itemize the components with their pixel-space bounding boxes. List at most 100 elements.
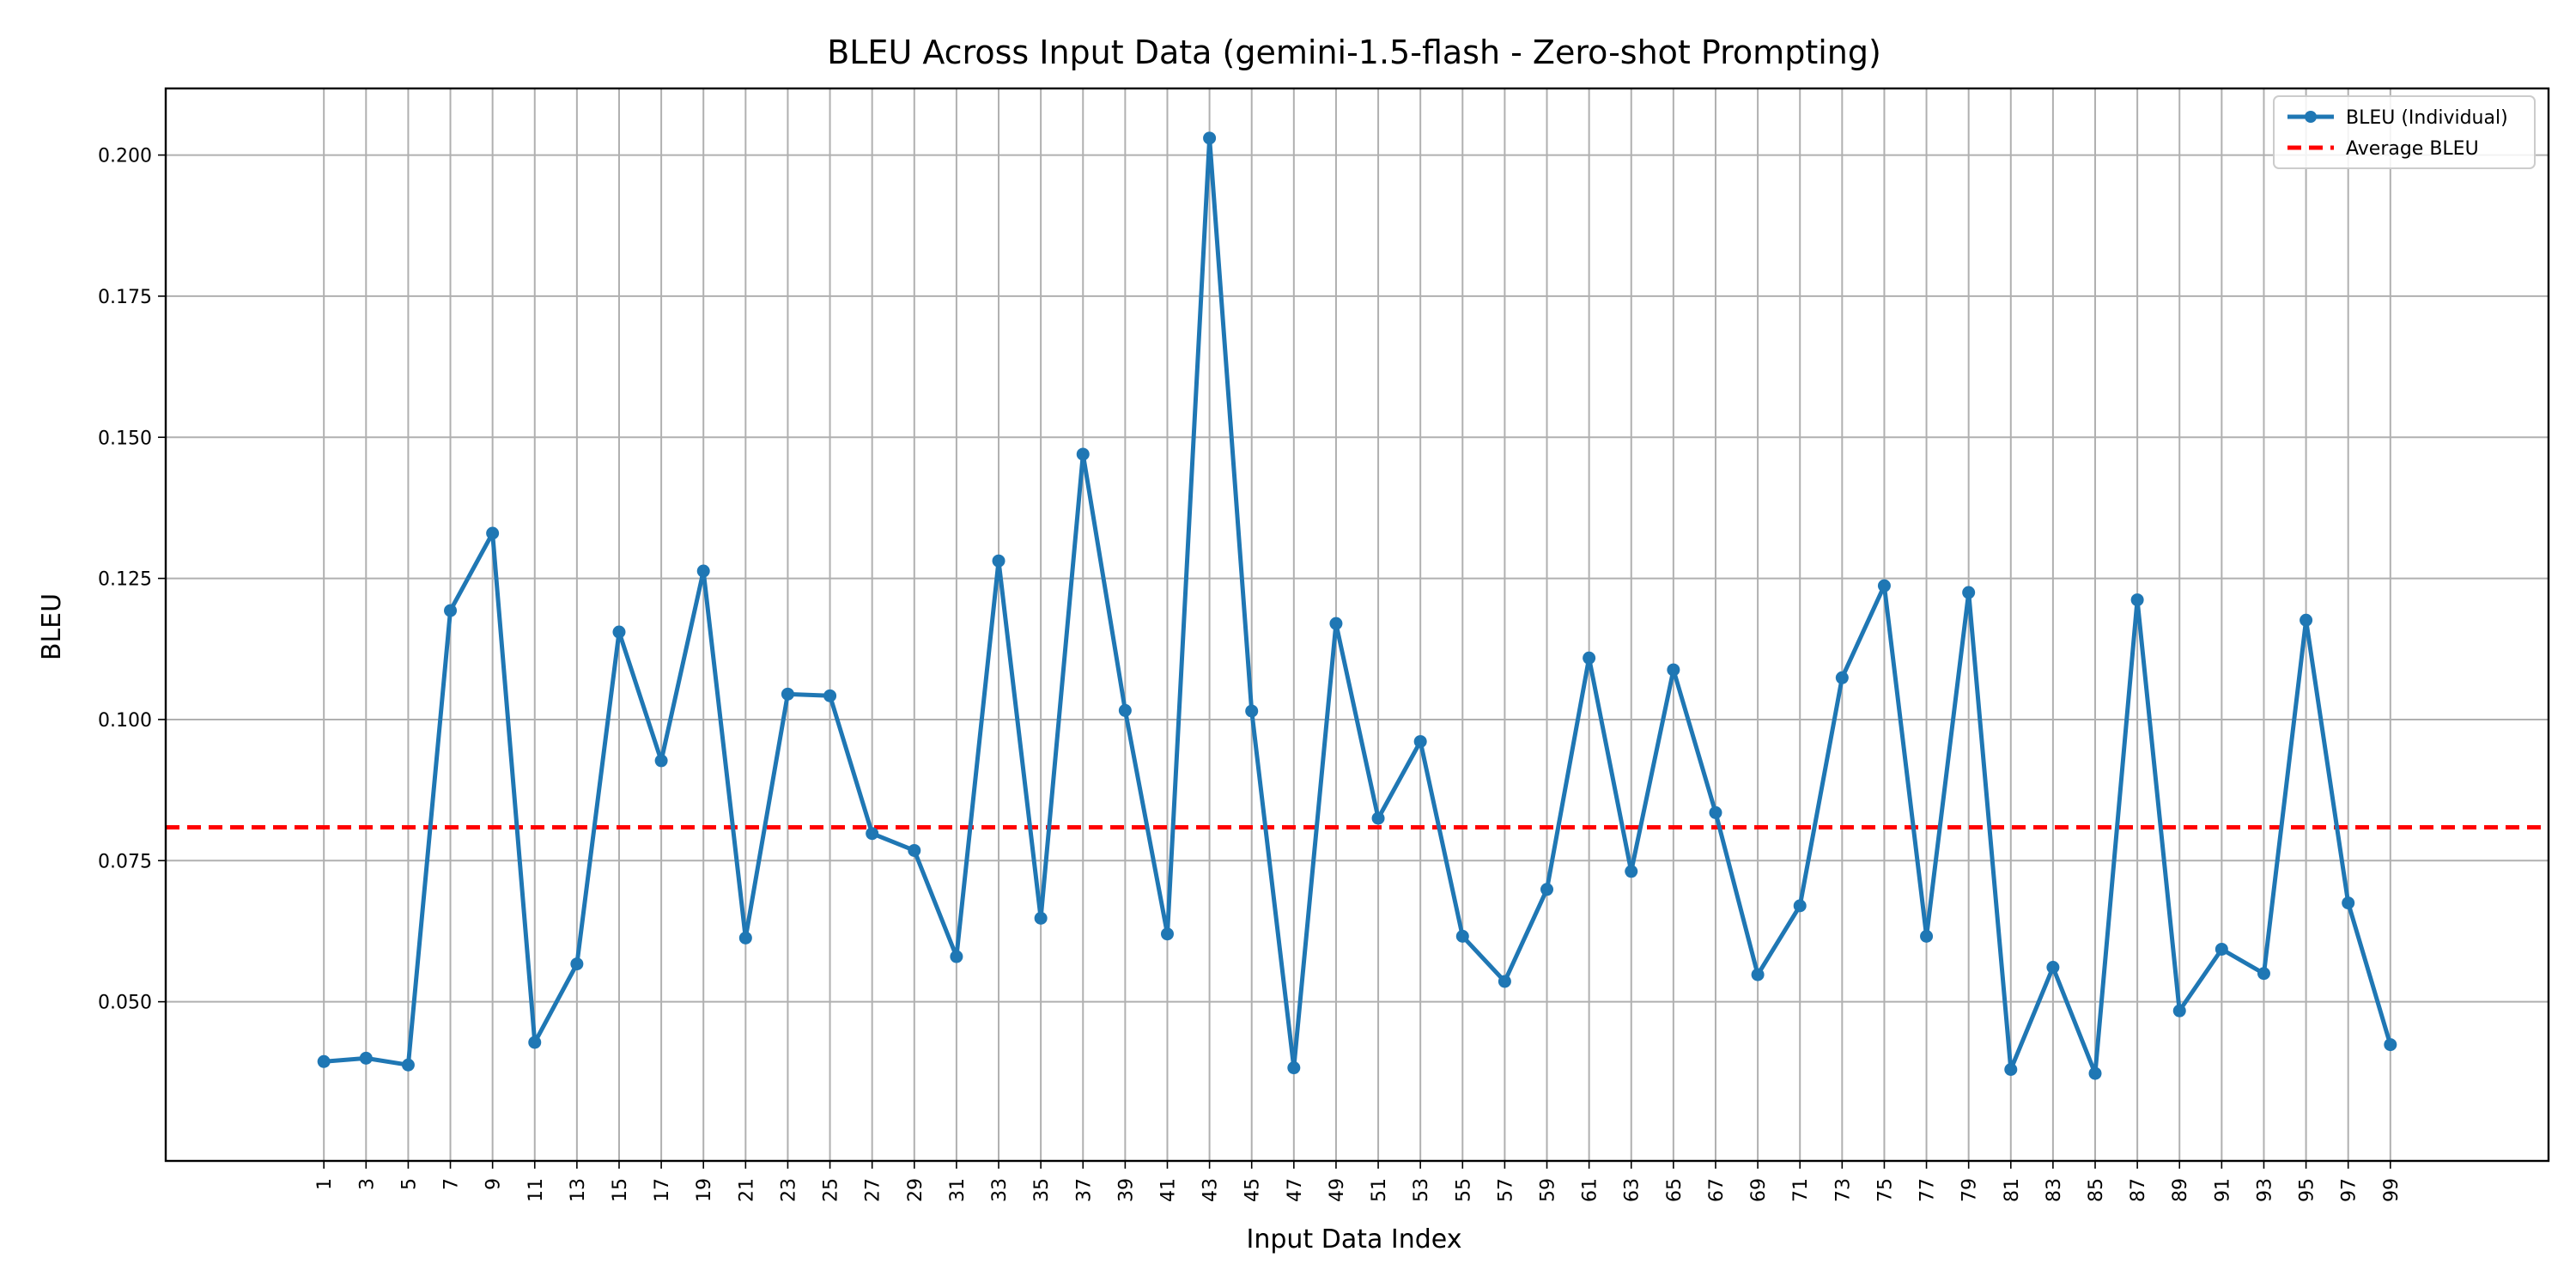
y-tick-label: 0.075: [98, 851, 152, 872]
bleu-data-point: [1413, 735, 1427, 749]
bleu-data-point: [1160, 927, 1174, 941]
x-tick-label: 47: [1285, 1178, 1306, 1202]
legend-label-individual: BLEU (Individual): [2346, 107, 2508, 129]
bleu-data-point: [1455, 929, 1469, 943]
bleu-data-point: [866, 827, 879, 841]
x-tick-label: 59: [1538, 1178, 1559, 1202]
x-tick-label: 31: [947, 1178, 969, 1202]
x-tick-label: 35: [1031, 1178, 1053, 1202]
x-tick-label: 55: [1453, 1178, 1474, 1202]
y-tick-label: 0.200: [98, 146, 152, 167]
y-tick-label: 0.050: [98, 993, 152, 1014]
bleu-data-point: [1793, 899, 1807, 913]
x-tick-label: 99: [2381, 1178, 2403, 1202]
bleu-data-point: [2384, 1038, 2397, 1052]
x-tick-label: 3: [356, 1178, 378, 1190]
x-tick-label: 95: [2297, 1178, 2318, 1202]
bleu-data-point: [486, 526, 500, 540]
bleu-data-point: [2257, 967, 2270, 981]
x-tick-label: 71: [1790, 1178, 1812, 1202]
x-tick-label: 13: [568, 1178, 589, 1202]
bleu-data-point: [1329, 617, 1343, 630]
x-tick-label: 41: [1157, 1178, 1179, 1202]
legend-label-average: Average BLEU: [2346, 138, 2479, 160]
bleu-data-point: [2342, 896, 2355, 910]
plot-frame: [164, 87, 2550, 1163]
bleu-data-point: [908, 843, 921, 857]
x-tick-label: 1: [314, 1178, 336, 1190]
x-tick-label: 81: [2002, 1178, 2023, 1202]
bleu-data-point: [2300, 613, 2313, 627]
bleu-data-point: [696, 564, 710, 578]
x-tick-label: 53: [1411, 1178, 1432, 1202]
x-tick-label: 11: [526, 1178, 547, 1202]
bleu-data-point: [612, 625, 626, 639]
x-tick-label: 79: [1959, 1178, 1981, 1202]
bleu-data-point: [2215, 942, 2228, 956]
y-axis-ticks: 0.050 0.075 0.100 0.125 0.150 0.175 0.200: [98, 146, 166, 1014]
bleu-data-point: [823, 689, 837, 702]
x-tick-label: 29: [905, 1178, 927, 1202]
x-tick-label: 25: [821, 1178, 842, 1202]
bleu-data-point: [992, 554, 1005, 568]
x-tick-label: 15: [610, 1178, 631, 1202]
x-tick-label: 93: [2254, 1178, 2275, 1202]
bleu-data-point: [1751, 968, 1765, 981]
bleu-individual-line: [324, 136, 2393, 1076]
bleu-data-point: [570, 957, 584, 971]
bleu-data-point: [2088, 1066, 2102, 1080]
bleu-data-point: [2172, 1004, 2186, 1018]
bleu-data-point: [950, 950, 963, 963]
bleu-data-point: [2004, 1063, 2018, 1077]
x-tick-label: 9: [483, 1178, 505, 1190]
bleu-data-point: [1203, 131, 1217, 145]
bleu-data-point: [1034, 911, 1048, 925]
x-tick-label: 33: [989, 1178, 1011, 1202]
bleu-data-point: [738, 931, 752, 945]
series-layer: [317, 131, 2397, 1080]
bleu-data-point: [359, 1051, 373, 1065]
x-tick-label: 49: [1327, 1178, 1348, 1202]
bleu-data-point: [1583, 651, 1596, 665]
x-tick-label: 69: [1748, 1178, 1770, 1202]
bleu-data-point: [654, 754, 668, 768]
x-tick-label: 85: [2086, 1178, 2107, 1202]
x-tick-label: 91: [2212, 1178, 2233, 1202]
x-gridlines: [323, 88, 2391, 1161]
x-tick-label: 65: [1664, 1178, 1686, 1202]
x-axis-label: Input Data Index: [1247, 1224, 1462, 1255]
bleu-data-point: [317, 1054, 331, 1068]
legend-marker-individual: [2305, 111, 2317, 123]
legend-box: [2273, 95, 2536, 169]
x-axis-ticks: 1 3 5 7 9 11 13 15 17 19 21 23 25 27 29 31 33 35 37 39 41 43 4…: [314, 1161, 2403, 1202]
x-tick-label: 77: [1917, 1178, 1939, 1202]
y-tick-label: 0.175: [98, 287, 152, 308]
bleu-data-point: [1540, 883, 1554, 896]
bleu-data-point: [444, 604, 458, 617]
bleu-data-point: [2046, 961, 2060, 975]
bleu-data-point: [1245, 704, 1259, 718]
bleu-data-point: [401, 1058, 415, 1072]
bleu-data-point: [2130, 593, 2144, 607]
x-tick-label: 43: [1200, 1178, 1222, 1202]
x-tick-label: 37: [1073, 1178, 1095, 1202]
x-tick-label: 63: [1622, 1178, 1643, 1202]
x-tick-label: 19: [694, 1178, 715, 1202]
x-tick-label: 17: [652, 1178, 673, 1202]
bleu-data-point: [1920, 929, 1934, 943]
bleu-data-point: [1287, 1061, 1301, 1075]
bleu-data-point: [1835, 671, 1849, 684]
bleu-data-point: [781, 687, 794, 701]
bleu-data-point: [1709, 805, 1722, 819]
x-tick-label: 39: [1115, 1178, 1137, 1202]
x-tick-label: 57: [1495, 1178, 1516, 1202]
bleu-data-point: [1076, 447, 1090, 461]
x-tick-label: 27: [863, 1178, 884, 1202]
x-tick-label: 23: [778, 1178, 799, 1202]
x-tick-label: 73: [1832, 1178, 1854, 1202]
bleu-data-point: [528, 1036, 542, 1049]
x-tick-label: 97: [2339, 1178, 2360, 1202]
x-tick-label: 7: [441, 1178, 463, 1190]
x-tick-label: 21: [736, 1178, 757, 1202]
bleu-data-point: [1371, 811, 1385, 825]
